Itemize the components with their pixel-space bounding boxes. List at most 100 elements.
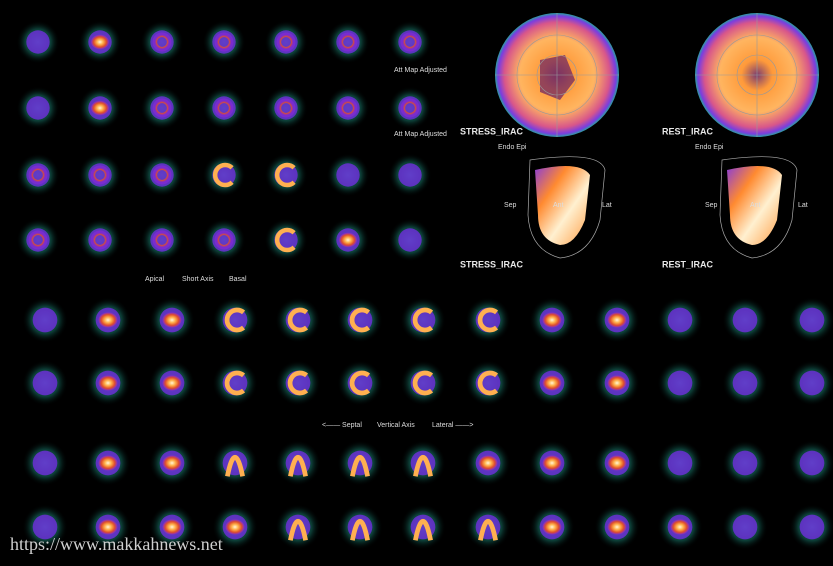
- horseshoe: [274, 162, 296, 188]
- ring: [152, 32, 172, 52]
- myocardium: [32, 514, 58, 540]
- arch: [288, 518, 308, 541]
- ring: [214, 32, 234, 52]
- ring: [90, 230, 110, 250]
- stress-3d-heart: [527, 156, 606, 259]
- ring: [214, 230, 234, 250]
- axis-label: Basal: [229, 276, 247, 283]
- myocardium: [799, 370, 825, 396]
- ring: [28, 230, 48, 250]
- ring: [276, 98, 296, 118]
- stress-title: STRESS_IRAC: [460, 126, 524, 136]
- stress-bottom-title: STRESS_IRAC: [460, 259, 524, 269]
- myocardium: [799, 307, 825, 333]
- arch: [225, 454, 245, 477]
- rest-sep: Sep: [705, 202, 718, 209]
- myocardium: [667, 370, 693, 396]
- horseshoe: [412, 307, 434, 333]
- watermark: https://www.makkahnews.net: [10, 534, 223, 554]
- core: [542, 312, 562, 328]
- core: [162, 312, 182, 328]
- core: [339, 232, 357, 248]
- axis-label: Vertical Axis: [377, 422, 415, 429]
- stress-polar-map: [495, 13, 619, 137]
- core: [607, 519, 627, 535]
- myocardium: [667, 450, 693, 476]
- myocardium: [732, 307, 758, 333]
- ring: [338, 98, 358, 118]
- rest-lat: Lat: [798, 202, 808, 209]
- horseshoe: [477, 307, 499, 333]
- horseshoe: [287, 370, 309, 396]
- core: [91, 100, 109, 116]
- myocardium: [799, 514, 825, 540]
- core: [607, 312, 627, 328]
- horseshoe: [212, 162, 234, 188]
- myocardium: [32, 370, 58, 396]
- myocardium: [732, 514, 758, 540]
- ring: [400, 32, 420, 52]
- att-note: Att Map Adjusted: [394, 67, 447, 74]
- myocardium: [398, 228, 422, 252]
- axis-label: Apical: [145, 276, 165, 283]
- core: [162, 375, 182, 391]
- core: [162, 455, 182, 471]
- myocardium: [732, 450, 758, 476]
- myocardium: [26, 96, 50, 120]
- arch: [413, 518, 433, 541]
- ring: [338, 32, 358, 52]
- horseshoe: [274, 227, 296, 253]
- myocardium: [26, 30, 50, 54]
- stress-lat: Lat: [602, 202, 612, 209]
- horseshoe: [224, 307, 246, 333]
- arch: [413, 454, 433, 477]
- core: [542, 519, 562, 535]
- core: [91, 34, 109, 50]
- ring: [152, 98, 172, 118]
- ring: [276, 32, 296, 52]
- core: [478, 455, 498, 471]
- arch: [350, 454, 370, 477]
- axis-label: <—— Septal: [322, 422, 362, 429]
- core: [98, 312, 118, 328]
- att-note: Att Map Adjusted: [394, 131, 447, 138]
- core: [542, 455, 562, 471]
- horseshoe: [287, 307, 309, 333]
- myocardium: [799, 450, 825, 476]
- core: [162, 519, 182, 535]
- myocardium: [32, 450, 58, 476]
- stress-view: Endo Epi: [498, 144, 527, 151]
- rest-3d-heart: [719, 156, 798, 259]
- stress-sep: Sep: [504, 202, 517, 209]
- core: [98, 375, 118, 391]
- core: [98, 455, 118, 471]
- arch: [350, 518, 370, 541]
- core: [225, 519, 245, 535]
- ring: [400, 98, 420, 118]
- ring: [214, 98, 234, 118]
- myocardium: [336, 163, 360, 187]
- rest-polar-map: [695, 13, 819, 137]
- core: [670, 519, 690, 535]
- slice-images: [16, 20, 833, 550]
- horseshoe: [412, 370, 434, 396]
- myocardium: [398, 163, 422, 187]
- rest-view: Endo Epi: [695, 144, 724, 151]
- horseshoe: [349, 370, 371, 396]
- axis-label: Lateral ——>: [432, 422, 473, 429]
- arch: [478, 518, 498, 541]
- axis-label: Short Axis: [182, 276, 214, 283]
- rest-title: REST_IRAC: [662, 126, 714, 136]
- ring: [28, 165, 48, 185]
- core: [607, 455, 627, 471]
- myocardium: [667, 307, 693, 333]
- stress-ant: Ant: [553, 202, 564, 209]
- horseshoe: [477, 370, 499, 396]
- core: [98, 519, 118, 535]
- ring: [90, 165, 110, 185]
- myocardium: [32, 307, 58, 333]
- myocardium: [732, 370, 758, 396]
- horseshoe: [224, 370, 246, 396]
- core: [542, 375, 562, 391]
